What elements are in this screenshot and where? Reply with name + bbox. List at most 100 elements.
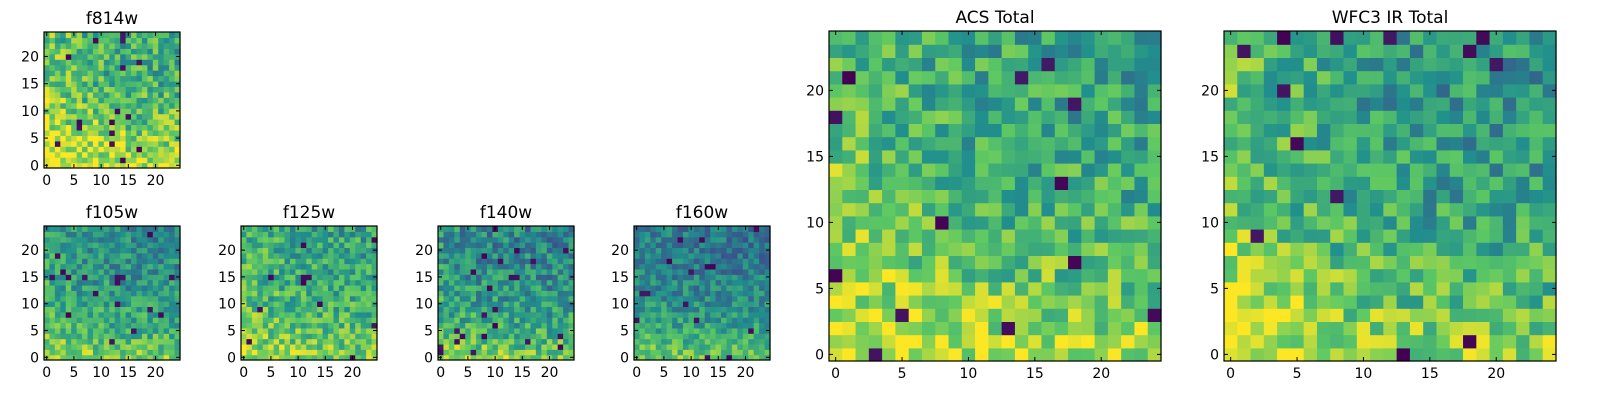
heatmap-cell <box>1370 215 1384 230</box>
heatmap-cell <box>1094 57 1109 72</box>
heatmap-cell <box>349 333 356 340</box>
heatmap-cell <box>279 274 286 281</box>
heatmap-cell <box>131 247 138 254</box>
heatmap-cell <box>360 327 367 334</box>
heatmap-cell <box>688 268 695 275</box>
heatmap-cell <box>76 97 83 104</box>
heatmap-cell <box>49 354 56 361</box>
heatmap-cell <box>764 236 771 243</box>
heatmap-cell <box>98 140 105 147</box>
heatmap-cell <box>1409 123 1424 138</box>
heatmap-cell <box>1396 334 1411 349</box>
heatmap-cell <box>65 284 72 291</box>
heatmap-cell <box>1094 215 1109 230</box>
heatmap-cell <box>136 48 143 55</box>
heatmap-cell <box>644 354 651 361</box>
heatmap-cell <box>1094 255 1109 270</box>
heatmap-cell <box>655 327 662 334</box>
heatmap-cell <box>92 32 99 39</box>
heatmap-cell <box>44 306 51 313</box>
heatmap-cell <box>710 354 717 361</box>
heatmap-cell <box>1014 229 1029 243</box>
heatmap-cell <box>71 124 78 131</box>
heatmap-cell <box>120 91 127 98</box>
heatmap-cell <box>87 102 94 109</box>
heatmap-cell <box>125 124 132 131</box>
heatmap-cell <box>454 236 461 243</box>
heatmap-cell <box>109 157 116 164</box>
heatmap-cell <box>530 306 537 313</box>
heatmap-cell <box>103 102 110 109</box>
heatmap-cell <box>120 306 127 313</box>
heatmap-cell <box>279 226 286 232</box>
heatmap-cell <box>49 343 56 350</box>
heatmap-cell <box>333 306 340 313</box>
heatmap-cell <box>136 32 143 39</box>
heatmap-cell <box>666 263 673 270</box>
heatmap-cell <box>131 151 138 158</box>
heatmap-cell <box>634 231 641 238</box>
heatmap-cell <box>82 113 89 120</box>
heatmap-cell <box>141 290 148 297</box>
heatmap-cell <box>92 140 99 147</box>
heatmap-cell <box>147 135 154 142</box>
heatmap-cell <box>1001 229 1016 243</box>
heatmap-cell <box>552 354 559 361</box>
heatmap-cell <box>721 247 728 254</box>
heatmap-cell <box>300 311 307 318</box>
heatmap-cell <box>525 258 532 265</box>
heatmap-cell <box>87 75 94 82</box>
heatmap-cell <box>1476 268 1491 283</box>
heatmap-cell <box>103 317 110 324</box>
heatmap-cell <box>163 301 170 307</box>
heatmap-cell <box>519 338 526 345</box>
heatmap-cell <box>655 311 662 318</box>
heatmap-cell <box>492 279 499 286</box>
heatmap-cell <box>141 162 148 169</box>
heatmap-cell <box>246 258 253 265</box>
heatmap-cell <box>908 334 923 349</box>
heatmap-cell <box>721 268 728 275</box>
heatmap-cell <box>1516 97 1531 111</box>
heatmap-cell <box>1370 268 1384 283</box>
heatmap-cell <box>908 242 923 256</box>
heatmap-cell <box>60 322 67 329</box>
heatmap-cell <box>557 354 564 361</box>
heatmap-cell <box>753 354 760 361</box>
heatmap-cell <box>1542 295 1557 309</box>
heatmap-cell <box>1277 57 1291 72</box>
heatmap-cell <box>120 108 127 115</box>
heatmap-cell <box>1542 215 1557 230</box>
heatmap-cell <box>1224 70 1238 85</box>
heatmap-cell <box>677 252 684 259</box>
heatmap-cell <box>1028 189 1043 204</box>
heatmap-cell <box>131 226 138 232</box>
heatmap-cell <box>842 149 857 164</box>
heatmap-cell <box>87 242 94 249</box>
heatmap-cell <box>169 317 176 324</box>
heatmap-cell <box>975 97 989 111</box>
heatmap-cell <box>470 311 477 318</box>
heatmap-cell <box>82 124 89 131</box>
heatmap-cell <box>568 236 575 243</box>
heatmap-cell <box>519 290 526 297</box>
heatmap-cell <box>120 268 127 275</box>
heatmap-cell <box>136 119 143 126</box>
heatmap-cell <box>1370 83 1384 98</box>
heatmap-cell <box>268 317 275 324</box>
heatmap-cell <box>710 349 717 356</box>
heatmap-cell <box>921 176 936 190</box>
heatmap-cell <box>360 258 367 265</box>
heatmap-cell <box>131 102 138 109</box>
heatmap-cell <box>525 295 532 302</box>
heatmap-cell <box>1516 31 1531 45</box>
heatmap-cell <box>1303 308 1318 322</box>
heatmap-cell <box>54 236 61 243</box>
heatmap-cell <box>552 306 559 313</box>
heatmap-cell <box>1107 347 1122 362</box>
heatmap-cell <box>546 333 553 340</box>
heatmap-cell <box>295 258 302 265</box>
heatmap-cell <box>759 349 766 356</box>
heatmap-cell <box>1277 136 1291 151</box>
heatmap-cell <box>257 327 264 334</box>
